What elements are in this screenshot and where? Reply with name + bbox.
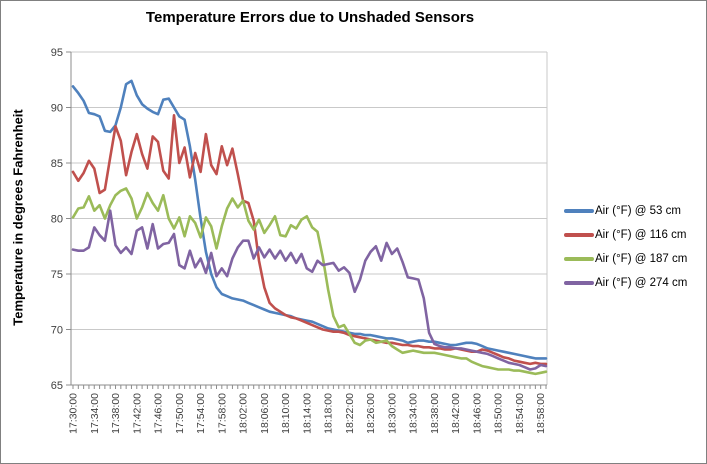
x-tick-label: 17:58:00 <box>216 393 228 434</box>
x-tick-label: 17:38:00 <box>110 393 122 434</box>
y-tick-label: 75 <box>51 269 63 281</box>
legend-swatch <box>564 281 594 285</box>
y-tick-label: 85 <box>51 158 63 170</box>
x-tick-label: 17:50:00 <box>174 393 186 434</box>
x-tick-label: 18:18:00 <box>323 393 335 434</box>
x-tick-label: 17:46:00 <box>153 393 165 434</box>
x-tick-label: 18:50:00 <box>493 393 505 434</box>
x-tick-label: 17:30:00 <box>68 393 80 434</box>
y-tick-label: 70 <box>51 325 63 337</box>
x-tick-label: 18:46:00 <box>471 393 483 434</box>
x-tick-label: 18:02:00 <box>238 393 250 434</box>
x-tick-label: 17:34:00 <box>89 393 101 434</box>
x-tick-label: 18:42:00 <box>450 393 462 434</box>
legend-item-0: Air (°F) @ 53 cm <box>564 204 687 218</box>
x-tick-label: 18:58:00 <box>535 393 547 434</box>
x-tick-label: 17:54:00 <box>195 393 207 434</box>
x-tick-label: 18:10:00 <box>280 393 292 434</box>
legend: Air (°F) @ 53 cm Air (°F) @ 116 cm Air (°F… <box>564 204 687 290</box>
y-tick-label: 90 <box>51 103 63 115</box>
x-tick-label: 18:22:00 <box>344 393 356 434</box>
y-tick-label: 65 <box>51 380 63 392</box>
chart-title: Temperature Errors due to Unshaded Senso… <box>145 9 475 26</box>
legend-label: Air (°F) @ 274 cm <box>595 277 688 289</box>
legend-label: Air (°F) @ 53 cm <box>595 205 681 217</box>
legend-label: Air (°F) @ 187 cm <box>595 253 688 265</box>
x-tick-label: 18:26:00 <box>365 393 377 434</box>
x-tick-label: 18:14:00 <box>301 393 313 434</box>
x-tick-label: 18:30:00 <box>386 393 398 434</box>
series-line-0 <box>71 79 548 360</box>
x-tick-label: 17:42:00 <box>131 393 143 434</box>
x-tick-label: 18:34:00 <box>408 393 420 434</box>
x-tick-label: 18:06:00 <box>259 393 271 434</box>
legend-item-2: Air (°F) @ 187 cm <box>564 252 687 266</box>
y-tick-label: 80 <box>51 214 63 226</box>
legend-swatch <box>564 233 594 237</box>
legend-item-1: Air (°F) @ 116 cm <box>564 228 687 242</box>
legend-label: Air (°F) @ 116 cm <box>595 229 687 241</box>
legend-swatch <box>564 257 594 261</box>
series-line-3 <box>71 209 548 371</box>
x-tick-label: 18:38:00 <box>429 393 441 434</box>
series-line-2 <box>71 187 548 376</box>
x-tick-label: 18:54:00 <box>514 393 526 434</box>
y-tick-label: 95 <box>51 47 63 59</box>
legend-swatch <box>564 209 594 213</box>
legend-item-3: Air (°F) @ 274 cm <box>564 276 687 290</box>
